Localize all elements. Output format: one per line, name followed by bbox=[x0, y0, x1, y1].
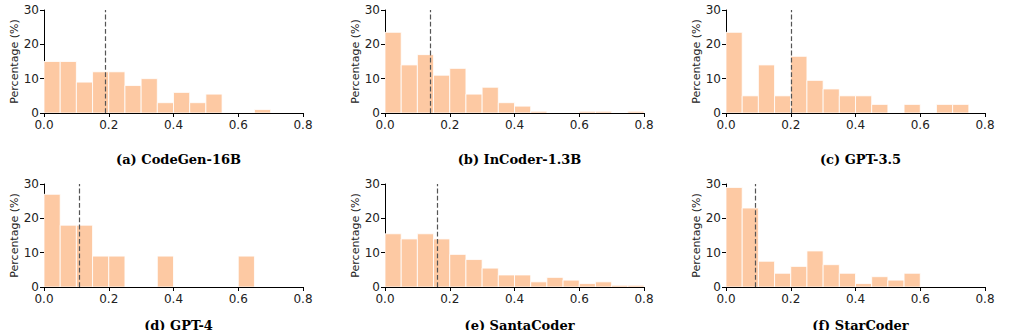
svg-text:0.0: 0.0 bbox=[34, 292, 53, 306]
svg-text:0.2: 0.2 bbox=[781, 292, 800, 306]
svg-text:(f) StarCoder: (f) StarCoder bbox=[812, 318, 908, 330]
svg-text:0: 0 bbox=[372, 280, 380, 294]
svg-text:(d) GPT-4: (d) GPT-4 bbox=[144, 318, 213, 330]
svg-text:30: 30 bbox=[24, 3, 39, 17]
svg-text:(e) SantaCoder: (e) SantaCoder bbox=[464, 318, 574, 330]
svg-text:20: 20 bbox=[706, 37, 721, 51]
svg-text:20: 20 bbox=[24, 37, 39, 51]
svg-text:Percentage (%): Percentage (%) bbox=[8, 193, 21, 277]
svg-text:0.8: 0.8 bbox=[293, 292, 312, 306]
svg-text:20: 20 bbox=[706, 211, 721, 225]
svg-text:10: 10 bbox=[24, 72, 39, 86]
svg-text:0.4: 0.4 bbox=[164, 292, 183, 306]
svg-text:0.8: 0.8 bbox=[975, 292, 994, 306]
svg-text:0.2: 0.2 bbox=[440, 118, 459, 132]
svg-text:0.4: 0.4 bbox=[846, 292, 865, 306]
svg-text:0.4: 0.4 bbox=[505, 292, 524, 306]
svg-text:10: 10 bbox=[706, 246, 721, 260]
svg-text:20: 20 bbox=[365, 37, 380, 51]
svg-text:30: 30 bbox=[24, 177, 39, 191]
svg-text:0.6: 0.6 bbox=[911, 118, 930, 132]
svg-text:(b) InCoder-1.3B: (b) InCoder-1.3B bbox=[458, 152, 582, 167]
svg-text:0.6: 0.6 bbox=[911, 292, 930, 306]
svg-text:0.4: 0.4 bbox=[505, 118, 524, 132]
svg-text:0.8: 0.8 bbox=[634, 118, 653, 132]
svg-text:Percentage (%): Percentage (%) bbox=[690, 193, 703, 277]
svg-text:0.8: 0.8 bbox=[293, 118, 312, 132]
svg-text:0.2: 0.2 bbox=[99, 292, 118, 306]
svg-text:Percentage (%): Percentage (%) bbox=[690, 19, 703, 103]
svg-text:0.4: 0.4 bbox=[164, 118, 183, 132]
svg-text:10: 10 bbox=[365, 246, 380, 260]
svg-text:0.6: 0.6 bbox=[570, 118, 589, 132]
svg-text:0.0: 0.0 bbox=[716, 118, 735, 132]
svg-text:0: 0 bbox=[31, 280, 39, 294]
svg-text:30: 30 bbox=[365, 177, 380, 191]
svg-text:0.8: 0.8 bbox=[975, 118, 994, 132]
svg-text:10: 10 bbox=[24, 246, 39, 260]
svg-text:Percentage (%): Percentage (%) bbox=[8, 19, 21, 103]
svg-text:0.0: 0.0 bbox=[375, 118, 394, 132]
svg-text:0.6: 0.6 bbox=[570, 292, 589, 306]
svg-text:0.8: 0.8 bbox=[634, 292, 653, 306]
svg-text:0.2: 0.2 bbox=[440, 292, 459, 306]
svg-text:30: 30 bbox=[706, 3, 721, 17]
svg-text:(a) CodeGen-16B: (a) CodeGen-16B bbox=[116, 152, 241, 167]
svg-text:0.0: 0.0 bbox=[375, 292, 394, 306]
svg-text:0.0: 0.0 bbox=[34, 118, 53, 132]
svg-text:20: 20 bbox=[24, 211, 39, 225]
svg-text:Percentage (%): Percentage (%) bbox=[349, 193, 362, 277]
svg-text:0: 0 bbox=[713, 280, 721, 294]
svg-text:30: 30 bbox=[706, 177, 721, 191]
svg-text:0.6: 0.6 bbox=[229, 292, 248, 306]
svg-text:0.4: 0.4 bbox=[846, 118, 865, 132]
svg-text:20: 20 bbox=[365, 211, 380, 225]
svg-text:(c) GPT-3.5: (c) GPT-3.5 bbox=[820, 152, 901, 167]
svg-text:30: 30 bbox=[365, 3, 380, 17]
svg-text:Percentage (%): Percentage (%) bbox=[349, 19, 362, 103]
svg-text:0: 0 bbox=[31, 106, 39, 120]
svg-text:0.0: 0.0 bbox=[716, 292, 735, 306]
svg-text:0.2: 0.2 bbox=[781, 118, 800, 132]
svg-text:0.6: 0.6 bbox=[229, 118, 248, 132]
svg-text:0.2: 0.2 bbox=[99, 118, 118, 132]
svg-text:0: 0 bbox=[372, 106, 380, 120]
svg-text:10: 10 bbox=[706, 72, 721, 86]
svg-text:10: 10 bbox=[365, 72, 380, 86]
svg-text:0: 0 bbox=[713, 106, 721, 120]
